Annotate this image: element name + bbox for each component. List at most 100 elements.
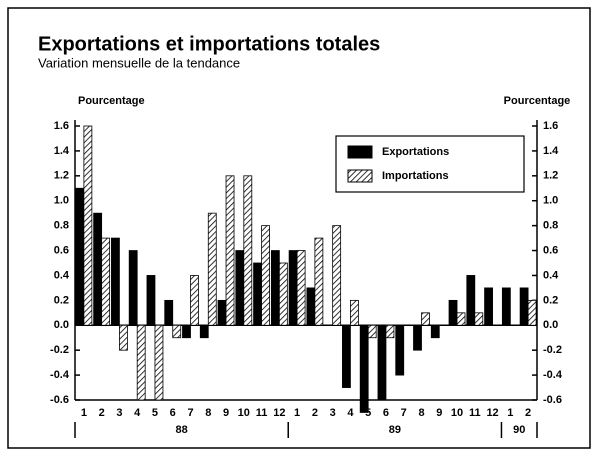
bar — [288, 250, 298, 326]
bar — [136, 324, 146, 401]
y2-tick-label: 0.2 — [543, 294, 558, 306]
bar — [164, 299, 174, 326]
y-tick-label: 0.4 — [54, 269, 70, 281]
bar — [253, 262, 262, 326]
legend-swatch — [347, 145, 373, 159]
y-tick-label: 0.8 — [54, 220, 69, 232]
y-tick-label: 0.6 — [54, 244, 69, 256]
bar — [527, 299, 537, 326]
bar — [154, 324, 164, 401]
bar — [519, 287, 529, 326]
bar — [83, 125, 93, 326]
y-tick-label: 1.0 — [54, 195, 69, 207]
bar — [448, 299, 458, 326]
x-tick-label: 7 — [187, 407, 193, 419]
bar — [350, 299, 359, 326]
x-tick-label: 12 — [486, 407, 498, 419]
y-tick-label: 1.2 — [54, 170, 69, 182]
y2-tick-label: -0.6 — [543, 394, 562, 406]
bar — [395, 324, 405, 376]
x-tick-label: 10 — [238, 407, 250, 419]
y2-axis-label: Pourcentage — [504, 95, 571, 107]
x-tick-label: 4 — [134, 407, 141, 419]
x-tick-label: 7 — [401, 407, 407, 419]
y-tick-label: 0.0 — [54, 319, 69, 331]
x-tick-label: 5 — [152, 407, 158, 419]
bar — [172, 324, 182, 339]
bar — [101, 237, 111, 326]
bar — [456, 312, 466, 326]
bar — [128, 250, 138, 326]
bar — [484, 287, 493, 326]
y2-tick-label: 1.0 — [543, 195, 558, 207]
bar — [466, 275, 476, 326]
x-tick-label: 10 — [451, 407, 463, 419]
bar — [261, 225, 270, 326]
bar — [367, 324, 377, 339]
y-tick-label: -0.6 — [50, 394, 69, 406]
bar — [314, 237, 324, 326]
bar — [225, 175, 235, 326]
chart-title: Exportations et importations totales — [38, 33, 380, 55]
bar — [182, 324, 191, 339]
bar — [217, 299, 227, 326]
y2-tick-label: 0.8 — [543, 220, 558, 232]
bar — [75, 187, 85, 326]
bar — [377, 324, 387, 401]
bar — [278, 262, 288, 326]
y-tick-label: -0.2 — [50, 344, 69, 356]
x-tick-label: 2 — [312, 407, 318, 419]
bar — [421, 312, 430, 326]
x-tick-label: 9 — [223, 407, 229, 419]
bar — [190, 275, 199, 326]
bar — [146, 275, 156, 326]
y2-tick-label: 0.4 — [543, 269, 559, 281]
chart-subtitle: Variation mensuelle de la tendance — [38, 55, 240, 70]
y2-tick-label: 0.6 — [543, 244, 558, 256]
x-tick-label: 9 — [436, 407, 442, 419]
bar — [306, 287, 316, 326]
y2-tick-label: -0.4 — [543, 369, 563, 381]
x-tick-label: 11 — [469, 407, 481, 419]
y-tick-label: 1.6 — [54, 120, 69, 132]
legend-swatch — [347, 169, 373, 183]
x-tick-label: 2 — [99, 407, 105, 419]
y2-tick-label: 1.2 — [543, 170, 558, 182]
legend-label: Exportations — [382, 146, 449, 158]
bar — [111, 237, 120, 326]
y-axis-label: Pourcentage — [78, 95, 145, 107]
x-tick-label: 1 — [507, 407, 513, 419]
year-label: 88 — [175, 424, 187, 436]
y2-tick-label: 1.6 — [543, 120, 558, 132]
bar — [199, 324, 209, 339]
x-tick-label: 3 — [330, 407, 336, 419]
x-tick-label: 5 — [365, 407, 371, 419]
bar — [385, 324, 395, 339]
bar — [501, 287, 511, 326]
x-tick-label: 6 — [170, 407, 176, 419]
bar — [93, 212, 103, 326]
x-tick-label: 1 — [294, 407, 300, 419]
bar — [270, 250, 280, 326]
bar — [474, 312, 484, 326]
x-tick-label: 2 — [525, 407, 531, 419]
bar — [413, 324, 422, 351]
bar — [342, 324, 351, 388]
x-tick-label: 3 — [116, 407, 122, 419]
bar — [296, 250, 306, 326]
bar — [207, 212, 217, 326]
bar — [119, 324, 128, 351]
y2-tick-label: 1.4 — [543, 145, 559, 157]
legend-label: Importations — [382, 170, 449, 182]
x-tick-label: 1 — [81, 407, 87, 419]
bar — [243, 175, 253, 326]
frame — [7, 7, 591, 449]
y2-tick-label: -0.2 — [543, 344, 562, 356]
y2-tick-label: 0.0 — [543, 319, 558, 331]
bar — [359, 324, 369, 413]
x-tick-label: 6 — [383, 407, 389, 419]
year-label: 89 — [389, 424, 401, 436]
x-tick-label: 8 — [418, 407, 424, 419]
